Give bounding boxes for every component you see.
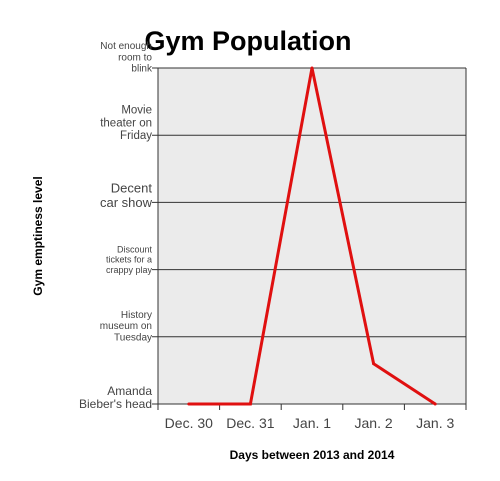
y-tick-label: Discount tickets for a crappy play (106, 245, 153, 275)
x-tick-label: Dec. 30 (165, 415, 213, 431)
plot-area (158, 68, 466, 404)
x-tick-label: Jan. 3 (416, 415, 454, 431)
x-tick-labels: Dec. 30 Dec. 31 Jan. 1 Jan. 2 Jan. 3 (165, 415, 455, 431)
x-tick-label: Jan. 2 (355, 415, 393, 431)
y-tick-labels: Amanda Bieber's head History museum on Tuesd… (79, 41, 153, 411)
y-tick-label: Not enough room to blink (100, 41, 153, 74)
y-axis-title: Gym emptiness level (31, 176, 45, 295)
x-tick-label: Jan. 1 (293, 415, 331, 431)
data-point (248, 402, 252, 406)
x-axis-title: Days between 2013 and 2014 (230, 448, 395, 462)
data-point (433, 402, 437, 406)
y-tick-label: Movie theater on Friday (100, 105, 152, 143)
data-point (310, 66, 314, 70)
x-tick-label: Dec. 31 (226, 415, 274, 431)
data-points (187, 66, 437, 406)
chart-title: Gym Population (144, 26, 351, 56)
y-tick-label: Decent car show (100, 180, 153, 210)
data-point (187, 402, 191, 406)
y-tick-label: History museum on Tuesday (100, 310, 152, 343)
grid-lines (152, 67, 467, 410)
y-tick-label: Amanda Bieber's head (79, 384, 152, 411)
data-point (372, 362, 376, 366)
